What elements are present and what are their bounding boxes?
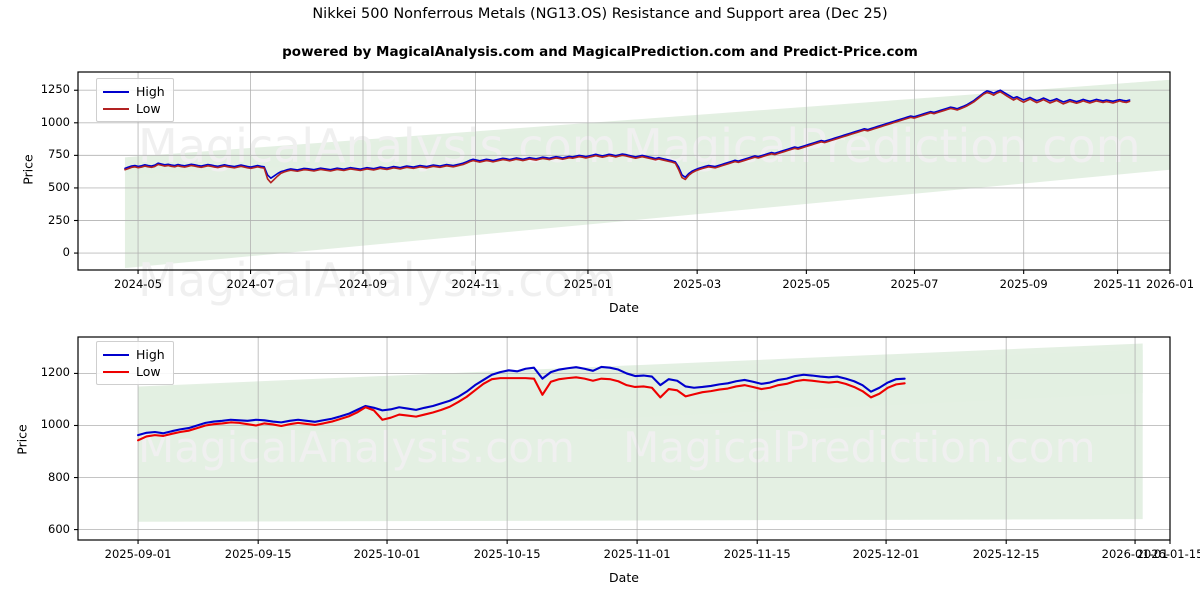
svg-text:MagicalAnalysis.com: MagicalAnalysis.com [138, 253, 617, 307]
legend-line-low [103, 107, 129, 110]
page-title: Nikkei 500 Nonferrous Metals (NG13.OS) R… [312, 6, 888, 22]
legend-line-low [103, 370, 129, 373]
x-tick-label: 2024-09 [338, 277, 388, 291]
overview-x-axis-label: Date [609, 300, 639, 315]
x-tick-label: 2025-10-15 [473, 547, 541, 561]
overview-legend: High Low [96, 78, 174, 122]
x-tick-label: 2025-12-15 [972, 547, 1040, 561]
x-tick-label: 2025-11 [1093, 277, 1142, 291]
x-tick-label: 2025-09-15 [224, 547, 292, 561]
legend-label-low: Low [136, 101, 161, 116]
zoom-legend: High Low [96, 341, 174, 385]
y-tick-label: 1250 [40, 82, 70, 97]
legend-item-high: High [103, 83, 165, 100]
legend-label-low: Low [136, 364, 161, 379]
zoom-plot: MagicalAnalysis.com MagicalPrediction.com [74, 336, 1171, 544]
svg-text:MagicalAnalysis.com: MagicalAnalysis.com [138, 119, 617, 173]
y-tick-label: 500 [48, 179, 70, 194]
y-tick-label: 1200 [40, 365, 70, 380]
legend-line-high [103, 90, 129, 93]
series-high [137, 365, 906, 437]
svg-text:MagicalPrediction.com: MagicalPrediction.com [623, 423, 1096, 472]
y-tick-label: 800 [48, 469, 70, 484]
x-tick-label: 2026-01-01 [1101, 547, 1169, 561]
page-subtitle: powered by MagicalAnalysis.com and Magic… [282, 44, 918, 60]
svg-text:MagicalAnalysis.com: MagicalAnalysis.com [138, 423, 575, 472]
x-tick-label: 2025-09 [999, 277, 1048, 291]
resistance-wedge [124, 79, 1170, 175]
legend-line-high [103, 353, 129, 356]
x-tick-label: 2026-01 [1145, 277, 1195, 291]
x-tick-label: 2025-03 [673, 277, 722, 291]
x-tick-label: 2025-01 [563, 277, 612, 291]
svg-text:MagicalPrediction.com: MagicalPrediction.com [623, 119, 1141, 173]
series-high [124, 89, 1131, 179]
x-tick-label: 2024-07 [226, 277, 275, 291]
x-tick-label: 2025-07 [890, 277, 939, 291]
y-tick-label: 250 [48, 212, 70, 227]
x-tick-label: 2024-05 [114, 277, 163, 291]
overview-plot: MagicalAnalysis.com MagicalPrediction.com… [74, 71, 1171, 307]
y-tick-label: 1000 [40, 114, 70, 129]
zoom-chart-panel: MagicalAnalysis.com MagicalPrediction.com [0, 320, 1200, 600]
x-tick-label: 2025-11-01 [603, 547, 671, 561]
zoom-x-axis-label: Date [609, 570, 639, 585]
x-tick-label: 2025-05 [782, 277, 831, 291]
series-low [137, 376, 906, 442]
legend-item-low: Low [103, 100, 165, 117]
x-tick-label: 2026-01-15 [1136, 547, 1200, 561]
legend-label-high: High [136, 84, 165, 99]
y-tick-label: 1000 [40, 417, 70, 432]
overview-chart-panel: MagicalAnalysis.com MagicalPrediction.com… [74, 71, 1171, 307]
x-tick-label: 2025-11-15 [723, 547, 791, 561]
legend-label-high: High [136, 347, 165, 362]
y-tick-label: 600 [48, 521, 70, 536]
x-tick-label: 2025-10-01 [353, 547, 421, 561]
y-tick-label: 750 [48, 147, 70, 162]
y-tick-label: 0 [62, 245, 70, 260]
legend-item-high: High [103, 346, 165, 363]
x-tick-label: 2024-11 [451, 277, 500, 291]
x-tick-label: 2025-09-01 [104, 547, 172, 561]
legend-item-low: Low [103, 363, 165, 380]
x-tick-label: 2025-12-01 [852, 547, 920, 561]
series-low [124, 91, 1131, 184]
